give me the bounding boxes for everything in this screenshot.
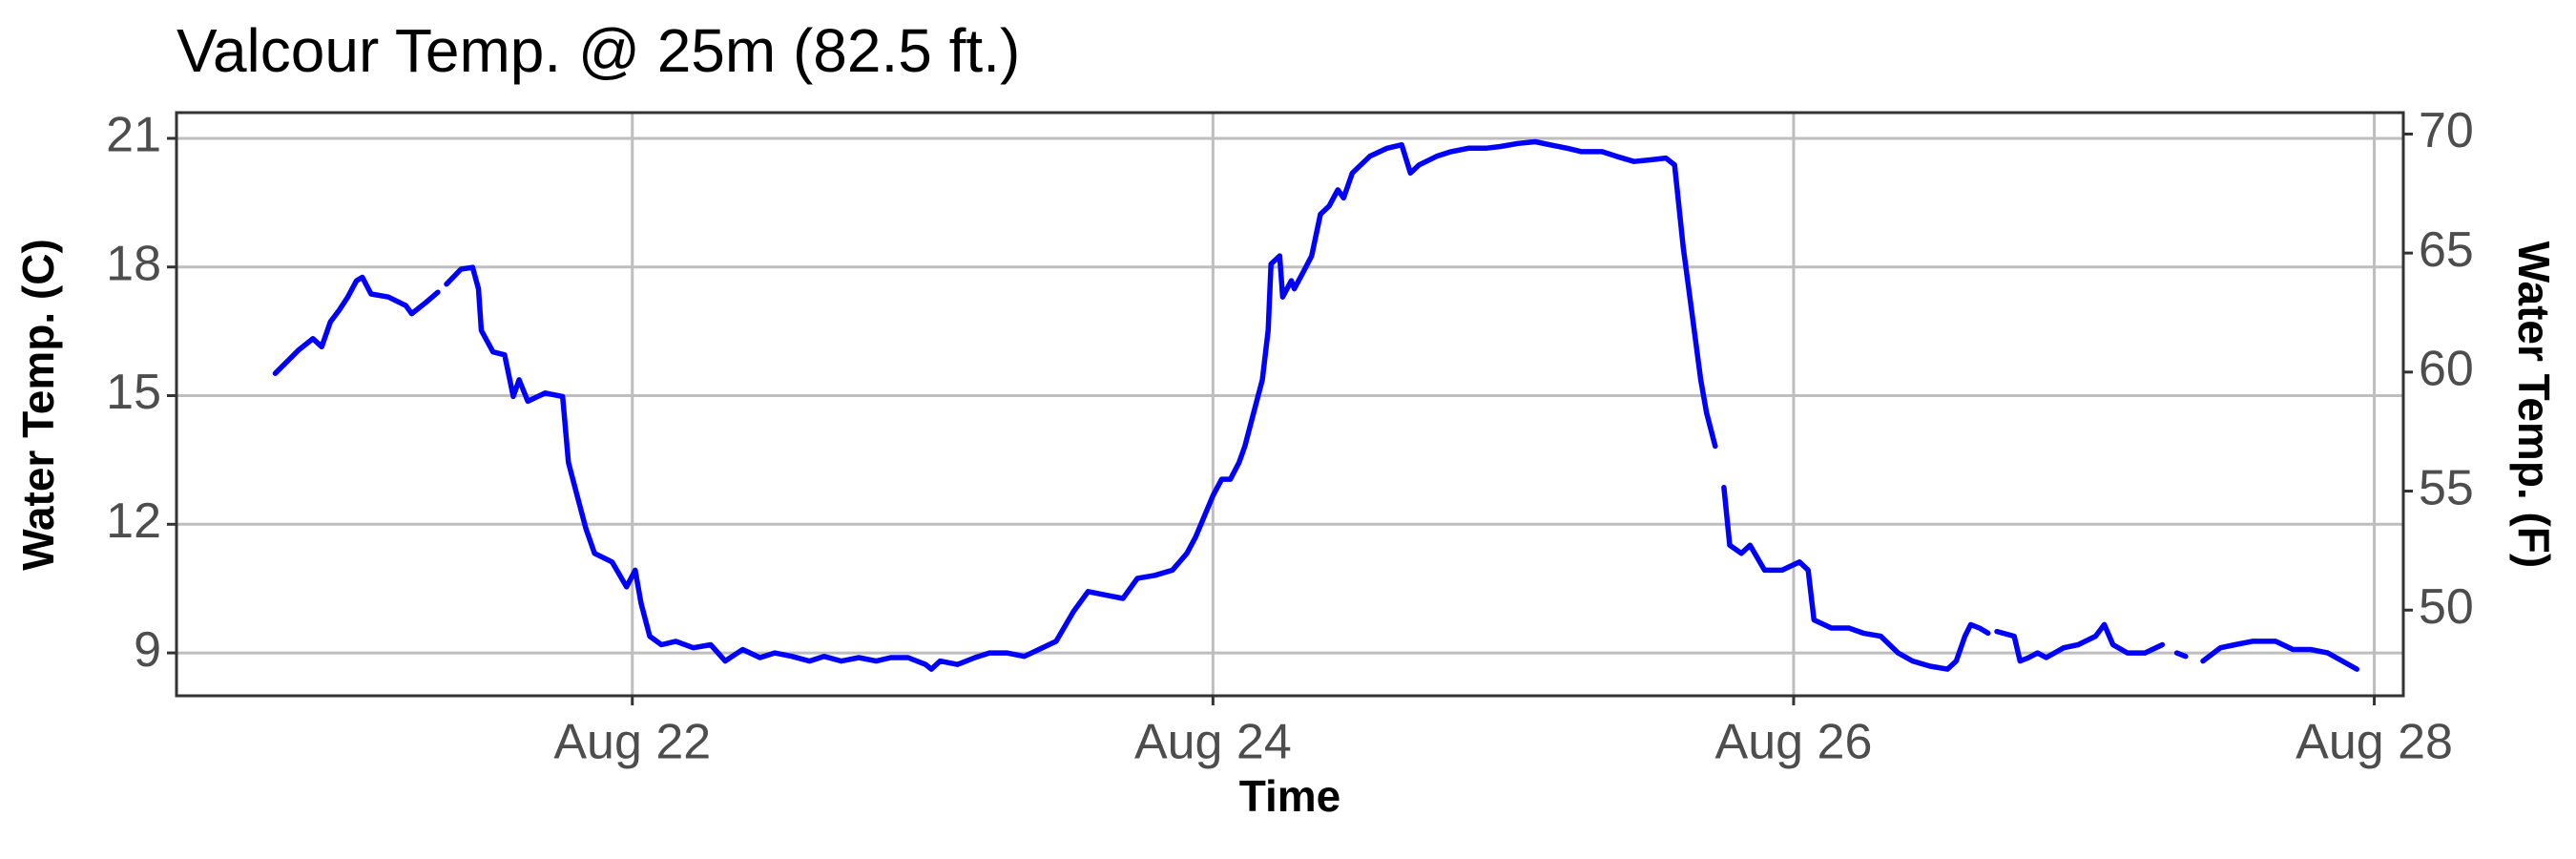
y-axis-title: Water Temp. (C) <box>13 239 63 571</box>
y2-tick-label: 50 <box>2419 579 2474 635</box>
y-tick-label: 12 <box>106 493 161 549</box>
chart-title: Valcour Temp. @ 25m (82.5 ft.) <box>177 16 1020 85</box>
x-tick-label: Aug 24 <box>1134 715 1292 770</box>
x-tick-label: Aug 28 <box>2296 715 2453 770</box>
y-tick-label: 21 <box>106 108 161 163</box>
y2-tick-label: 55 <box>2419 460 2474 515</box>
x-axis-title: Time <box>1239 771 1341 821</box>
y-tick-label: 15 <box>106 365 161 420</box>
y2-axis-title: Water Temp. (F) <box>2509 241 2559 568</box>
temperature-line <box>272 138 2360 672</box>
x-tick-label: Aug 22 <box>553 715 711 770</box>
y2-tick-label: 70 <box>2419 103 2474 158</box>
panel-border <box>175 111 2405 698</box>
y-tick-label: 18 <box>106 236 161 291</box>
y-tick-label: 9 <box>134 622 161 678</box>
x-tick-label: Aug 26 <box>1715 715 1873 770</box>
y2-tick-label: 60 <box>2419 342 2474 397</box>
y2-tick-label: 65 <box>2419 222 2474 278</box>
